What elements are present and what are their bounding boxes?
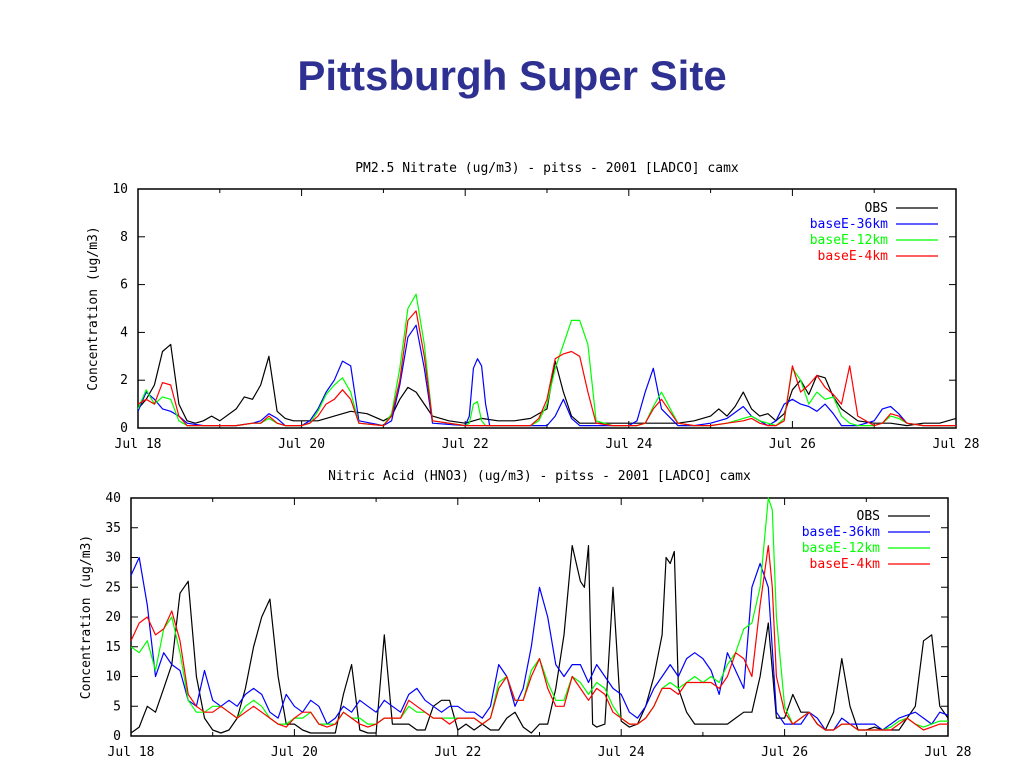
legend-label: baseE-36km [810, 217, 888, 232]
slide-title: Pittsburgh Super Site [297, 52, 727, 99]
y-tick-label: 40 [105, 491, 121, 506]
y-tick-label: 2 [120, 373, 128, 388]
legend-label: baseE-12km [802, 541, 880, 556]
x-tick-label: Jul 20 [278, 437, 325, 452]
x-tick-label: Jul 22 [442, 437, 489, 452]
legend-label: OBS [865, 201, 888, 216]
x-tick-label: Jul 28 [925, 745, 972, 760]
legend-label: baseE-4km [810, 557, 881, 572]
y-tick-label: 4 [120, 325, 128, 340]
x-tick-label: Jul 18 [108, 745, 155, 760]
y-tick-label: 30 [105, 551, 121, 566]
chart-2: Nitric Acid (HNO3) (ug/m3) - pitss - 200… [79, 469, 971, 760]
y-tick-label: 10 [112, 182, 128, 197]
series-line-basee-36km [130, 556, 949, 731]
legend-label: baseE-4km [818, 249, 889, 264]
y-tick-label: 15 [105, 640, 121, 655]
x-tick-label: Jul 26 [761, 745, 808, 760]
y-tick-label: 25 [105, 580, 121, 595]
series-line-basee-36km [137, 324, 956, 427]
chart-title: Nitric Acid (HNO3) (ug/m3) - pitss - 200… [328, 469, 751, 484]
x-tick-label: Jul 18 [115, 437, 162, 452]
x-tick-label: Jul 26 [769, 437, 816, 452]
chart-title: PM2.5 Nitrate (ug/m3) - pitss - 2001 [LA… [355, 161, 739, 176]
x-tick-label: Jul 22 [434, 745, 481, 760]
chart-1: PM2.5 Nitrate (ug/m3) - pitss - 2001 [LA… [86, 161, 979, 452]
series-line-basee-4km [137, 310, 956, 427]
y-tick-label: 35 [105, 521, 121, 536]
y-tick-label: 6 [120, 278, 128, 293]
y-tick-label: 5 [113, 699, 121, 714]
x-tick-label: Jul 24 [605, 437, 652, 452]
series-line-obs [130, 544, 949, 734]
x-tick-label: Jul 28 [933, 437, 980, 452]
legend-label: baseE-36km [802, 525, 880, 540]
legend-label: OBS [857, 509, 880, 524]
y-tick-label: 0 [113, 729, 121, 744]
y-tick-label: 20 [105, 610, 121, 625]
y-axis-label: Concentration (ug/m3) [79, 535, 94, 699]
y-tick-label: 10 [105, 670, 121, 685]
x-tick-label: Jul 20 [271, 745, 318, 760]
y-tick-label: 0 [120, 421, 128, 436]
x-tick-label: Jul 24 [598, 745, 645, 760]
legend-label: baseE-12km [810, 233, 888, 248]
y-tick-label: 8 [120, 230, 128, 245]
y-axis-label: Concentration (ug/m3) [86, 226, 101, 390]
series-line-basee-4km [130, 544, 948, 731]
